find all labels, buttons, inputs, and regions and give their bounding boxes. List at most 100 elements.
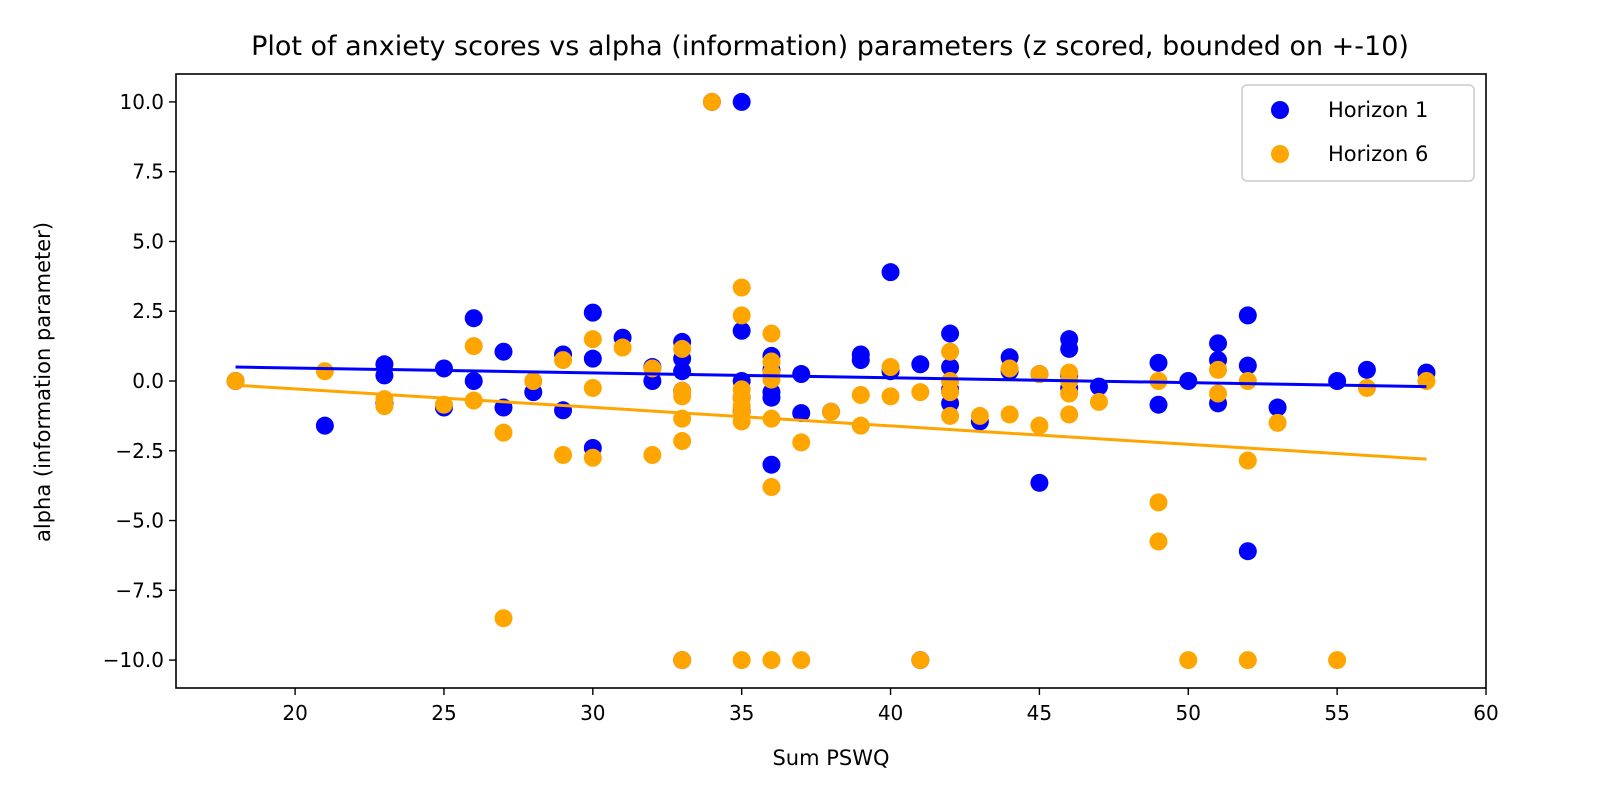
- x-axis-label: Sum PSWQ: [772, 746, 889, 770]
- y-tick-label: 10.0: [119, 90, 164, 114]
- data-point: [762, 370, 781, 389]
- data-point: [762, 324, 781, 343]
- series-1-points: [226, 92, 1436, 670]
- data-point: [464, 372, 483, 390]
- data-point: [941, 358, 960, 377]
- data-point: [226, 372, 245, 390]
- legend-box: [1241, 84, 1475, 182]
- data-point: [583, 349, 602, 368]
- y-tick-label: −7.5: [115, 578, 164, 602]
- x-tick-label: 40: [878, 701, 903, 725]
- data-point: [673, 387, 692, 406]
- data-point: [792, 365, 811, 384]
- legend-label: Horizon 6: [1328, 142, 1428, 166]
- data-point: [554, 351, 573, 370]
- data-point: [464, 337, 483, 356]
- data-point: [1238, 651, 1257, 670]
- data-point: [554, 445, 573, 464]
- data-point: [524, 372, 543, 390]
- data-point: [1030, 473, 1049, 492]
- data-point: [583, 330, 602, 349]
- data-point: [1209, 334, 1228, 353]
- data-point: [1238, 372, 1257, 390]
- y-tick-label: −10.0: [103, 648, 164, 672]
- data-point: [1268, 398, 1287, 417]
- data-point: [673, 339, 692, 358]
- x-tick-label: 45: [1027, 701, 1052, 725]
- data-point: [1060, 339, 1079, 358]
- y-tick-label: −5.0: [115, 509, 164, 533]
- trend-line-series-1: [235, 383, 1427, 461]
- data-point: [941, 342, 960, 361]
- y-tick-label: 0.0: [132, 369, 164, 393]
- data-point: [1238, 356, 1257, 375]
- legend-marker: [1271, 145, 1289, 163]
- plot-frame: [175, 73, 1487, 689]
- data-point: [732, 306, 751, 325]
- data-point: [1060, 384, 1079, 403]
- data-point: [911, 383, 930, 402]
- trend-line-series-0: [235, 365, 1427, 389]
- data-point: [881, 387, 900, 406]
- chart-title: Plot of anxiety scores vs alpha (informa…: [251, 31, 1409, 62]
- y-tick-label: −2.5: [115, 439, 164, 463]
- data-point: [851, 351, 870, 370]
- data-point: [315, 362, 334, 381]
- data-point: [375, 397, 394, 416]
- data-point: [762, 478, 781, 497]
- data-point: [881, 358, 900, 377]
- data-point: [732, 92, 751, 111]
- x-tick-label: 50: [1176, 701, 1201, 725]
- data-point: [583, 448, 602, 467]
- data-point: [762, 651, 781, 670]
- data-point: [1149, 395, 1168, 414]
- data-point: [1000, 359, 1019, 378]
- data-point: [1209, 360, 1228, 379]
- data-point: [941, 324, 960, 343]
- data-point: [792, 651, 811, 670]
- data-point: [702, 92, 721, 111]
- x-tick-label: 35: [729, 701, 754, 725]
- data-point: [1179, 372, 1198, 390]
- data-point: [1149, 493, 1168, 512]
- data-point: [1357, 378, 1376, 397]
- data-point: [1209, 384, 1228, 403]
- y-tick-label: 5.0: [132, 229, 164, 253]
- data-point: [822, 402, 840, 421]
- data-point: [1089, 392, 1108, 411]
- data-point: [1357, 360, 1376, 379]
- data-point: [1328, 372, 1347, 390]
- data-point: [1149, 353, 1168, 372]
- data-point: [762, 455, 781, 474]
- y-axis-ticks: 10.0 7.5 5.0 2.5 0.0 −2.5 −5.0 −7.5 −10.0: [103, 90, 176, 672]
- data-point: [881, 263, 900, 282]
- data-point: [1328, 651, 1347, 670]
- data-point: [970, 406, 989, 425]
- data-point: [494, 423, 513, 442]
- data-point: [941, 406, 960, 425]
- data-point: [1179, 651, 1198, 670]
- legend: Horizon 1 Horizon 6: [1241, 84, 1475, 182]
- data-point: [1238, 542, 1257, 561]
- data-point: [613, 338, 632, 357]
- data-point: [1149, 532, 1168, 551]
- x-tick-label: 25: [431, 701, 456, 725]
- data-point: [911, 355, 930, 374]
- data-point: [1030, 365, 1049, 384]
- data-point: [911, 651, 930, 670]
- data-point: [583, 378, 602, 397]
- data-point: [1060, 405, 1079, 424]
- y-tick-label: 7.5: [132, 160, 164, 184]
- data-point: [1238, 306, 1257, 325]
- data-point: [792, 404, 811, 423]
- data-point: [851, 416, 870, 435]
- data-point: [1000, 405, 1019, 424]
- data-point: [732, 278, 751, 297]
- data-point: [732, 651, 751, 670]
- data-point: [583, 303, 602, 322]
- data-point: [851, 385, 870, 404]
- data-point: [434, 359, 453, 378]
- y-axis-label: alpha (information parameter): [31, 222, 55, 542]
- y-tick-label: 2.5: [132, 299, 164, 323]
